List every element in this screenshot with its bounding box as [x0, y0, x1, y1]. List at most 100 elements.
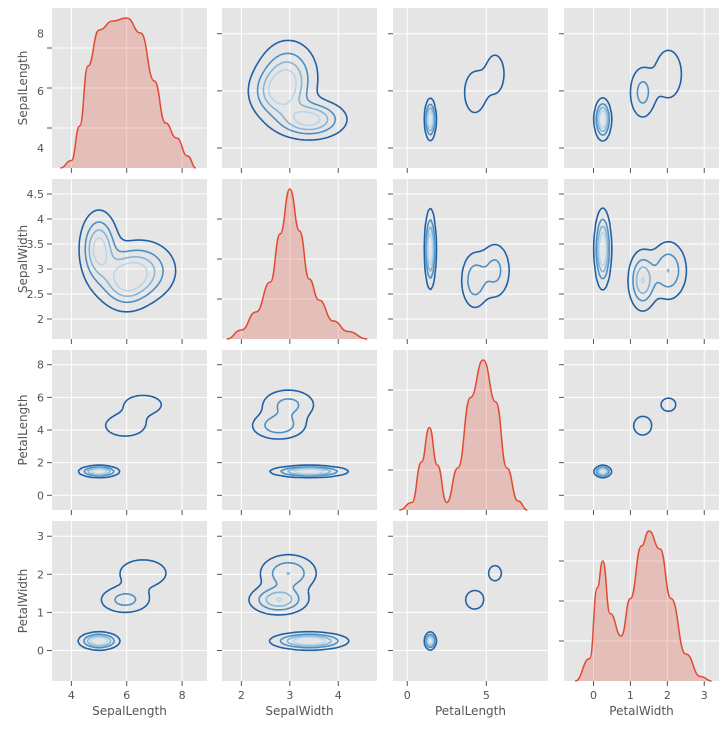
contour-level-2 [83, 466, 115, 477]
contour-level-3 [86, 635, 112, 647]
y-tick-label: 2 [37, 313, 44, 326]
panel-background [393, 8, 548, 168]
contour-level-3 [426, 226, 435, 272]
x-tick-label: 5 [483, 689, 490, 702]
y-tick-label: 6 [37, 85, 44, 98]
contour-level-2 [84, 221, 164, 304]
contour-level-4 [267, 69, 321, 127]
x-tick-label: 0 [590, 689, 597, 702]
contour-level-4 [598, 232, 645, 284]
x-axis-label-petalwidth: PetalWidth [609, 704, 673, 718]
panel-background [222, 8, 377, 168]
contour-level-1 [592, 207, 688, 312]
panel-sepalwidth-vs-petalwidth [564, 179, 719, 339]
y-tick-label: 6 [37, 391, 44, 404]
y-tick-label: 3.5 [27, 238, 45, 251]
contour-level-4 [427, 110, 434, 129]
contour-level-3 [262, 61, 329, 131]
contour-level-2 [83, 593, 137, 649]
contour-level-1 [247, 39, 348, 141]
panel-background [52, 521, 207, 681]
x-tick-label: 3 [286, 689, 293, 702]
contour-level-3 [597, 467, 609, 476]
panel-sepallength-vs-petallength [393, 8, 548, 168]
panel-petalwidth-vs-sepalwidth [222, 521, 377, 681]
contour-level-3 [426, 107, 435, 132]
contour-level-2 [256, 52, 337, 135]
x-axis-label-sepallength: SepalLength [92, 704, 167, 718]
x-axis-label-petallength: PetalLength [435, 704, 506, 718]
contour-level-1 [78, 209, 177, 313]
contour-level-4 [92, 237, 148, 292]
contour-level-1 [423, 54, 505, 142]
panel-sepalwidth-vs-sepalwidth [222, 179, 377, 340]
kde-fill-sepalwidth [226, 189, 368, 339]
panel-sepalwidth-vs-petallength [393, 179, 548, 339]
contour-level-4 [293, 468, 326, 475]
y-tick-label: 8 [37, 28, 44, 41]
panel-petalwidth-vs-petallength [393, 521, 548, 681]
contour-level-2 [595, 466, 611, 477]
contour-level-2 [264, 398, 339, 477]
contour-level-4 [90, 468, 108, 475]
y-tick-label: 2 [37, 457, 44, 470]
y-tick-label: 3 [37, 263, 44, 276]
contour-level-1 [592, 397, 677, 479]
kde-line-sepallength [60, 17, 197, 169]
y-tick-label: 0 [37, 489, 44, 502]
contour-level-2 [258, 561, 339, 649]
x-tick-label: 8 [179, 689, 186, 702]
panel-petallength-vs-sepallength [52, 350, 207, 510]
contour-level-4 [90, 636, 108, 646]
y-axis-label-sepalwidth: SepalWidth [16, 225, 30, 293]
contour-level-4 [275, 597, 326, 646]
y-axis-label-petallength: PetalLength [16, 395, 30, 466]
contour-level-3 [87, 467, 112, 476]
panel-sepallength-vs-sepallength [52, 8, 207, 169]
panel-petallength-vs-petallength [393, 350, 548, 511]
x-tick-label: 3 [701, 689, 708, 702]
kde-fill-sepallength [60, 18, 196, 168]
x-tick-label: 4 [335, 689, 342, 702]
x-tick-label: 1 [627, 689, 634, 702]
contour-level-1 [423, 564, 503, 652]
panel-petalwidth-vs-petalwidth [564, 521, 719, 682]
contour-level-2 [595, 218, 680, 302]
x-tick-label: 2 [664, 689, 671, 702]
panel-petallength-vs-petalwidth [564, 350, 719, 510]
y-tick-label: 2 [37, 568, 44, 581]
y-tick-label: 0 [37, 645, 44, 658]
y-axis-label-petalwidth: PetalWidth [16, 569, 30, 633]
contour-level-1 [251, 389, 350, 479]
y-tick-label: 4.5 [27, 188, 45, 201]
panel-background [393, 179, 548, 339]
y-tick-label: 4 [37, 424, 44, 437]
contour-level-3 [265, 571, 332, 647]
contour-level-3 [597, 106, 609, 132]
contour-level-1 [248, 553, 350, 652]
y-tick-label: 2.5 [27, 288, 45, 301]
kde-line-sepalwidth [226, 188, 368, 340]
contour-level-1 [423, 207, 510, 309]
contour-level-4 [598, 468, 608, 475]
contour-level-2 [425, 218, 502, 296]
x-tick-label: 6 [123, 689, 130, 702]
contour-level-4 [598, 110, 608, 129]
contour-level-3 [287, 467, 332, 476]
contour-level-1 [77, 394, 163, 479]
contour-level-3 [88, 229, 156, 297]
y-tick-label: 3 [37, 530, 44, 543]
panel-petallength-vs-sepalwidth [222, 350, 377, 510]
contour-level-1 [592, 49, 683, 142]
y-tick-label: 4 [37, 142, 44, 155]
kde-line-petalwidth [574, 530, 712, 682]
panel-background [393, 521, 548, 681]
contour-level-3 [426, 635, 435, 647]
contour-level-3 [597, 225, 670, 295]
panel-sepallength-vs-petalwidth [564, 8, 719, 168]
x-tick-label: 0 [404, 689, 411, 702]
y-tick-label: 4 [37, 213, 44, 226]
y-tick-label: 8 [37, 359, 44, 372]
contour-level-1 [77, 559, 167, 652]
